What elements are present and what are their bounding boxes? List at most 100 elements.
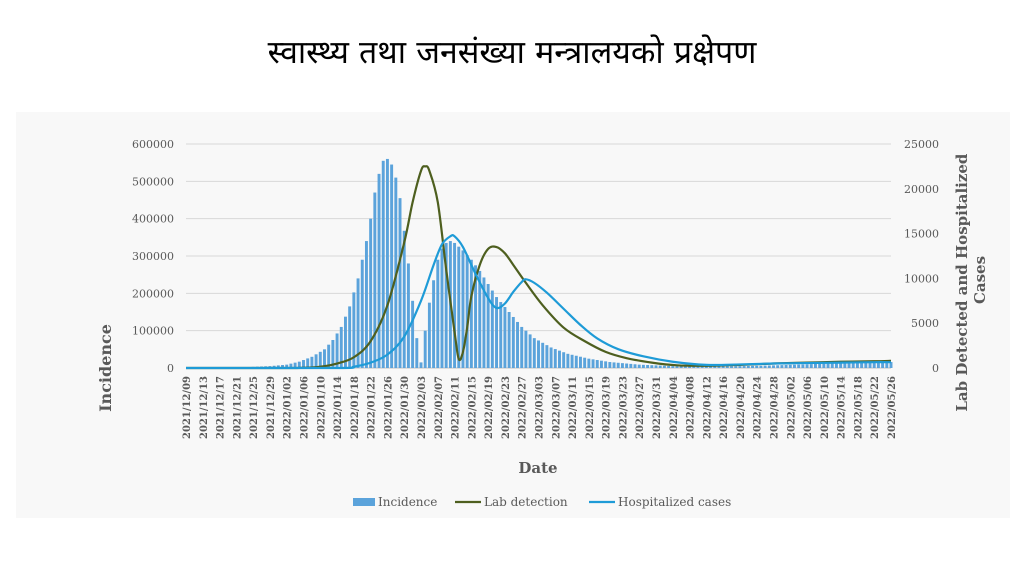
incidence-bar xyxy=(847,362,851,368)
incidence-bar xyxy=(801,364,805,368)
incidence-bar xyxy=(876,362,880,368)
x-tick-label: 2022/02/11 xyxy=(451,376,462,439)
incidence-bar xyxy=(415,338,419,368)
x-tick-label: 2022/01/22 xyxy=(367,376,378,439)
incidence-bar xyxy=(629,363,633,368)
x-tick-label: 2022/03/03 xyxy=(535,376,546,439)
incidence-bar xyxy=(797,364,801,368)
incidence-bar xyxy=(746,365,750,368)
incidence-bar xyxy=(419,362,423,368)
incidence-bar xyxy=(381,160,385,368)
incidence-bar xyxy=(734,366,738,368)
incidence-bar xyxy=(385,158,389,368)
legend-label: Lab detection xyxy=(484,495,568,509)
incidence-bar xyxy=(302,360,305,368)
incidence-bar xyxy=(612,362,616,368)
line-hospitalized-cases xyxy=(185,234,892,370)
incidence-bar xyxy=(486,284,490,368)
x-tick-label: 2022/02/19 xyxy=(484,376,495,439)
x-tick-label: 2021/12/09 xyxy=(182,376,193,439)
incidence-bar xyxy=(474,265,478,368)
incidence-bar xyxy=(377,173,381,368)
x-tick-label: 2022/01/02 xyxy=(283,376,294,439)
incidence-bar xyxy=(289,363,293,368)
left-tick-label: 200000 xyxy=(132,287,174,300)
right-tick-label: 5000 xyxy=(911,317,939,330)
incidence-bar xyxy=(348,306,352,368)
incidence-bar xyxy=(276,365,280,368)
incidence-bar xyxy=(641,364,645,368)
incidence-bar xyxy=(327,344,331,368)
x-tick-label: 2022/03/07 xyxy=(551,376,562,439)
gridlines xyxy=(186,143,891,369)
incidence-bar xyxy=(520,326,524,368)
incidence-bar xyxy=(793,364,796,368)
incidence-bar xyxy=(503,307,507,368)
right-axis-ticks: 0 5000 10000 15000 20000 25000 xyxy=(904,138,939,375)
incidence-bar xyxy=(331,340,335,368)
x-tick-label: 2022/05/22 xyxy=(870,376,881,439)
x-tick-label: 2022/03/19 xyxy=(602,376,613,439)
incidence-bar xyxy=(843,363,847,368)
incidence-bar xyxy=(532,338,536,368)
left-tick-label: 100000 xyxy=(132,325,174,338)
incidence-bar xyxy=(553,349,557,368)
incidence-bar xyxy=(755,365,759,368)
incidence-bar xyxy=(478,270,482,368)
incidence-bar xyxy=(524,330,528,368)
incidence-bar xyxy=(591,359,595,368)
incidence-bar xyxy=(499,302,503,368)
incidence-bar xyxy=(457,246,461,368)
incidence-bar xyxy=(281,365,284,368)
incidence-bar xyxy=(868,362,872,368)
incidence-bar xyxy=(759,365,763,368)
incidence-bar xyxy=(851,362,855,368)
incidence-bar xyxy=(608,362,612,368)
incidence-bar xyxy=(314,354,318,368)
x-tick-label: 2021/12/21 xyxy=(232,376,243,439)
incidence-bar xyxy=(528,334,532,368)
right-tick-label: 20000 xyxy=(904,183,939,196)
incidence-bar xyxy=(411,300,415,368)
x-tick-label: 2022/04/20 xyxy=(736,376,747,439)
slide-title: स्वास्थ्य तथा जनसंख्या मन्त्रालयको प्रक्… xyxy=(267,33,757,71)
incidence-bar xyxy=(696,366,700,368)
incidence-bar xyxy=(767,365,771,368)
incidence-bar xyxy=(562,352,566,368)
incidence-bar xyxy=(667,365,671,368)
incidence-bar xyxy=(658,365,662,368)
incidence-bar xyxy=(297,361,301,368)
incidence-bar xyxy=(444,242,448,368)
incidence-bar xyxy=(717,366,721,368)
incidence-bar xyxy=(780,365,784,368)
x-tick-label: 2021/12/17 xyxy=(216,376,227,439)
incidence-bar xyxy=(558,350,561,368)
x-tick-label: 2022/05/26 xyxy=(887,376,898,439)
x-tick-label: 2022/05/02 xyxy=(786,376,797,439)
incidence-bar xyxy=(318,351,322,368)
x-tick-label: 2022/01/18 xyxy=(350,376,361,439)
incidence-bar xyxy=(834,363,838,368)
x-tick-label: 2022/02/23 xyxy=(501,376,512,439)
right-tick-label: 10000 xyxy=(904,272,939,285)
legend-label: Hospitalized cases xyxy=(618,495,731,509)
incidence-bar xyxy=(306,358,310,368)
right-axis-label-line1: Lab Detected and Hospitalized xyxy=(953,153,971,412)
x-tick-label: 2022/01/06 xyxy=(300,376,311,439)
incidence-bar xyxy=(721,366,725,368)
incidence-bar xyxy=(704,366,708,368)
x-tick-label: 2022/02/03 xyxy=(417,376,428,439)
incidence-bar xyxy=(784,364,788,368)
incidence-bar xyxy=(864,362,868,368)
incidence-bar xyxy=(675,366,679,368)
incidence-bar xyxy=(465,255,469,368)
incidence-bar xyxy=(369,218,373,368)
incidence-bar xyxy=(423,330,427,368)
incidence-bar xyxy=(625,363,629,368)
incidence-bar xyxy=(490,290,494,368)
x-tick-label: 2022/02/07 xyxy=(434,376,445,439)
x-tick-label: 2022/02/27 xyxy=(518,376,529,439)
incidence-bar xyxy=(839,363,843,368)
incidence-bar xyxy=(343,316,347,368)
incidence-bar xyxy=(725,366,729,368)
